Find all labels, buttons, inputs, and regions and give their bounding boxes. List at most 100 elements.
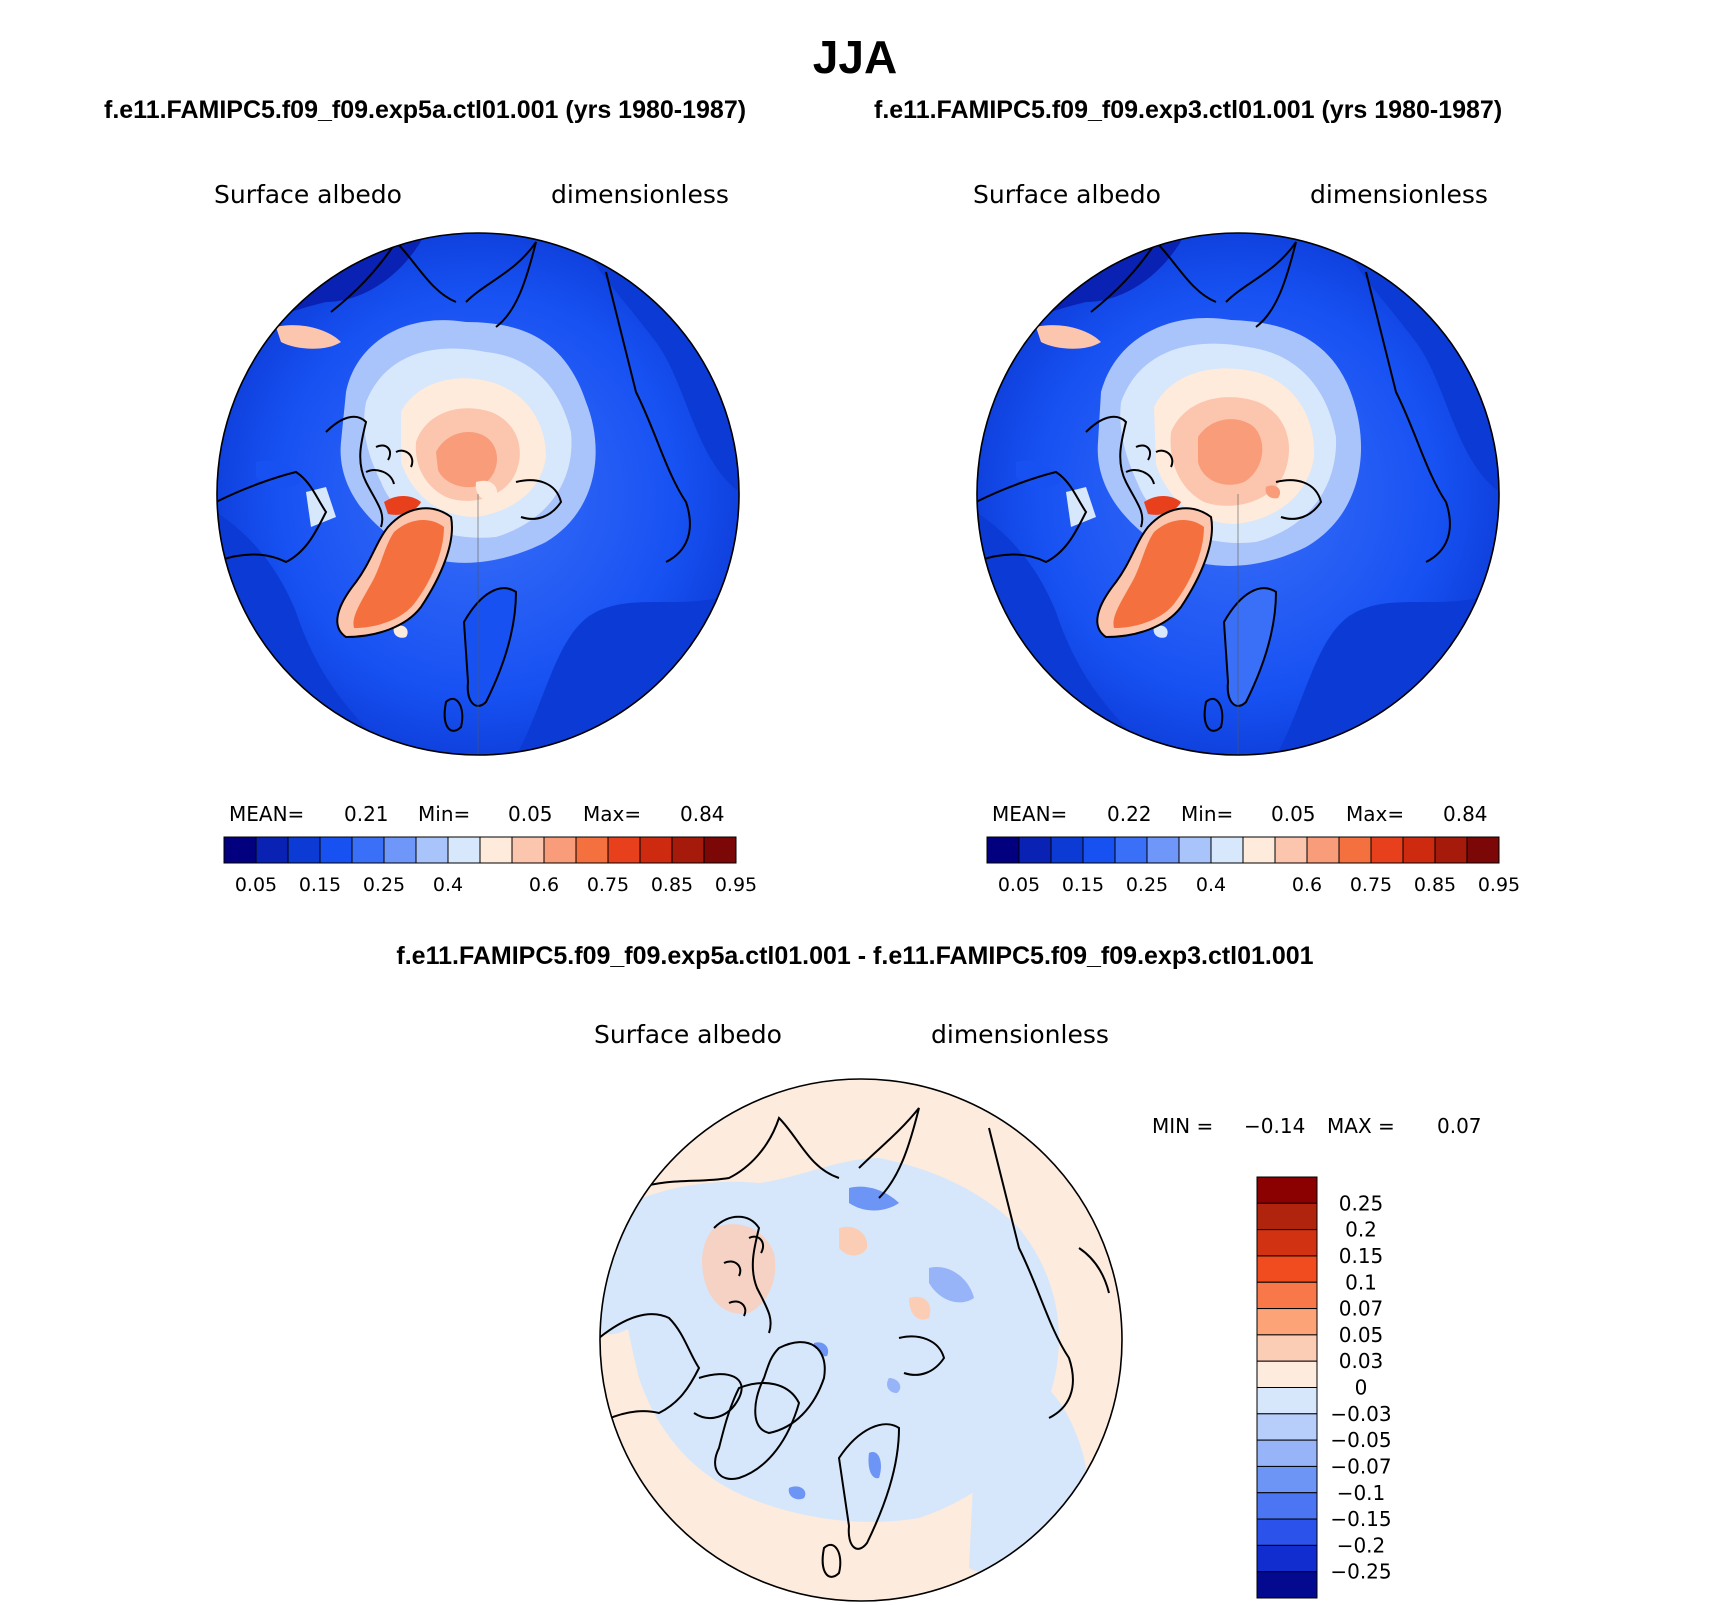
panel1-units: dimensionless bbox=[551, 180, 729, 209]
colorbar-difference-tick-label: 0.07 bbox=[1339, 1297, 1384, 1321]
colorbar-case-b-tick-label: 0.25 bbox=[1126, 874, 1168, 896]
colorbar-case-a-tick-label: 0.75 bbox=[587, 874, 629, 896]
colorbar-case-a-tick-label: 0.4 bbox=[433, 874, 463, 896]
colorbar-difference-swatch bbox=[1256, 1571, 1318, 1599]
difference-title: f.e11.FAMIPC5.f09_f09.exp5a.ctl01.001 - … bbox=[396, 942, 1314, 970]
panel3-min-value: −0.14 bbox=[1244, 1114, 1306, 1138]
panel1-variable: Surface albedo bbox=[214, 180, 402, 209]
panel2-max-label: Max= bbox=[1346, 802, 1405, 826]
colorbar-case-b-tick-label: 0.95 bbox=[1478, 874, 1520, 896]
colorbar-difference-swatch bbox=[1256, 1308, 1318, 1336]
panel1-max-label: Max= bbox=[583, 802, 642, 826]
colorbar-case-a-swatch bbox=[479, 836, 513, 864]
colorbar-case-a-swatch bbox=[319, 836, 353, 864]
page-title: JJA bbox=[812, 31, 898, 83]
colorbar-case-b-swatch bbox=[1178, 836, 1212, 864]
colorbar-case-a-tick-label: 0.85 bbox=[651, 874, 693, 896]
colorbar-case-a-swatch bbox=[415, 836, 449, 864]
panel3-variable: Surface albedo bbox=[594, 1020, 782, 1049]
colorbar-difference-swatch bbox=[1256, 1255, 1318, 1283]
colorbar-case-a-swatch bbox=[351, 836, 385, 864]
colorbar-case-a-swatch bbox=[607, 836, 641, 864]
colorbar-difference-tick-label: −0.03 bbox=[1330, 1402, 1391, 1426]
colorbar-difference-tick-label: 0.05 bbox=[1339, 1323, 1384, 1347]
colorbar-difference-tick-label: 0.15 bbox=[1339, 1244, 1384, 1268]
colorbar-case-a-swatch bbox=[223, 836, 257, 864]
colorbar-case-b-swatch bbox=[1274, 836, 1308, 864]
colorbar-difference-tick-label: −0.25 bbox=[1330, 1560, 1391, 1584]
colorbar-case-a-tick-label: 0.25 bbox=[363, 874, 405, 896]
colorbar-case-b-swatch bbox=[1018, 836, 1052, 864]
colorbar-difference-swatch bbox=[1256, 1202, 1318, 1231]
colorbar-case-a-tick-label: 0.95 bbox=[715, 874, 757, 896]
colorbar-case-b-swatch bbox=[1146, 836, 1180, 864]
colorbar-case-a-swatch bbox=[511, 836, 545, 864]
colorbar-case-b-swatch bbox=[1434, 836, 1468, 864]
colorbar-case-b-swatch bbox=[1338, 836, 1372, 864]
colorbar-difference: 0.25 0.2 0.15 0.1 0.07 0.05 0.03 0 −0.03 −0.05 −0.… bbox=[1256, 1176, 1392, 1599]
colorbar-case-a-swatch bbox=[255, 836, 289, 864]
colorbar-difference-tick-label: 0.1 bbox=[1345, 1270, 1377, 1294]
colorbar-difference-tick-label: 0.03 bbox=[1339, 1349, 1384, 1373]
colorbar-difference-swatch bbox=[1256, 1281, 1318, 1310]
colorbar-case-a-swatch bbox=[639, 836, 673, 864]
panel2-max-value: 0.84 bbox=[1443, 802, 1488, 826]
colorbar-case-b-swatch bbox=[1370, 836, 1404, 864]
panel3-max-label: MAX = bbox=[1327, 1114, 1395, 1138]
panel1-min-label: Min= bbox=[418, 802, 471, 826]
panel1-min-value: 0.05 bbox=[508, 802, 553, 826]
panel3-max-value: 0.07 bbox=[1437, 1114, 1482, 1138]
colorbar-case-a-swatch bbox=[671, 836, 705, 864]
panel2-mean-value: 0.22 bbox=[1107, 802, 1152, 826]
colorbar-case-a-swatch bbox=[383, 836, 417, 864]
panel2-mean-label: MEAN= bbox=[992, 802, 1068, 826]
colorbar-case-a-swatch bbox=[703, 836, 737, 864]
colorbar-difference-tick-label: −0.07 bbox=[1330, 1454, 1391, 1478]
colorbar-case-a-tick-label: 0.05 bbox=[235, 874, 277, 896]
colorbar-case-b-tick-label: 0.6 bbox=[1292, 874, 1322, 896]
panel1-mean-value: 0.21 bbox=[344, 802, 389, 826]
colorbar-case-b-tick-label: 0.15 bbox=[1062, 874, 1104, 896]
colorbar-difference-swatch bbox=[1256, 1544, 1318, 1573]
colorbar-difference-swatch bbox=[1256, 1492, 1318, 1520]
panel2-min-value: 0.05 bbox=[1271, 802, 1316, 826]
colorbar-case-b-swatch bbox=[986, 836, 1020, 864]
colorbar-difference-tick-label: 0 bbox=[1355, 1376, 1368, 1400]
colorbar-difference-swatch bbox=[1256, 1413, 1318, 1441]
colorbar-case-b-tick-label: 0.85 bbox=[1414, 874, 1456, 896]
colorbar-difference-tick-label: 0.2 bbox=[1345, 1218, 1377, 1242]
case-b-title: f.e11.FAMIPC5.f09_f09.exp3.ctl01.001 (yr… bbox=[874, 96, 1503, 124]
colorbar-difference-swatch bbox=[1256, 1439, 1318, 1467]
panel2-units: dimensionless bbox=[1310, 180, 1488, 209]
panel1-max-value: 0.84 bbox=[680, 802, 725, 826]
colorbar-difference-swatch bbox=[1256, 1360, 1318, 1388]
colorbar-difference-tick-label: −0.15 bbox=[1330, 1507, 1391, 1531]
colorbar-case-b-swatch bbox=[1082, 836, 1116, 864]
colorbar-case-b-swatch bbox=[1306, 836, 1340, 864]
colorbar-case-b-swatch bbox=[1466, 836, 1500, 864]
colorbar-case-a-swatch bbox=[543, 836, 577, 864]
colorbar-difference-swatch bbox=[1256, 1465, 1318, 1494]
colorbar-case-b-swatch bbox=[1402, 836, 1436, 864]
colorbar-case-a: 0.05 0.15 0.25 0.4 0.6 0.75 0.85 0.95 bbox=[223, 836, 757, 896]
colorbar-case-b-tick-label: 0.75 bbox=[1350, 874, 1392, 896]
colorbar-case-b-swatch bbox=[1242, 836, 1276, 864]
colorbar-difference-tick-label: 0.25 bbox=[1339, 1191, 1384, 1215]
colorbar-case-a-swatch bbox=[575, 836, 609, 864]
polar-map-difference bbox=[599, 1078, 1123, 1602]
panel1-mean-label: MEAN= bbox=[229, 802, 305, 826]
colorbar-difference-tick-label: −0.1 bbox=[1337, 1481, 1386, 1505]
colorbar-case-b: 0.05 0.15 0.25 0.4 0.6 0.75 0.85 0.95 bbox=[986, 836, 1520, 896]
colorbar-difference-swatch bbox=[1256, 1387, 1318, 1415]
colorbar-difference-swatch bbox=[1256, 1229, 1318, 1257]
panel3-units: dimensionless bbox=[931, 1020, 1109, 1049]
colorbar-case-a-swatch bbox=[287, 836, 321, 864]
panel2-variable: Surface albedo bbox=[973, 180, 1161, 209]
colorbar-difference-tick-label: −0.2 bbox=[1337, 1533, 1386, 1557]
colorbar-case-b-tick-label: 0.4 bbox=[1196, 874, 1226, 896]
colorbar-case-b-swatch bbox=[1210, 836, 1244, 864]
colorbar-difference-swatch bbox=[1256, 1176, 1318, 1204]
polar-map-case-a bbox=[216, 232, 740, 756]
panel3-min-label: MIN = bbox=[1152, 1114, 1214, 1138]
colorbar-case-b-swatch bbox=[1050, 836, 1084, 864]
